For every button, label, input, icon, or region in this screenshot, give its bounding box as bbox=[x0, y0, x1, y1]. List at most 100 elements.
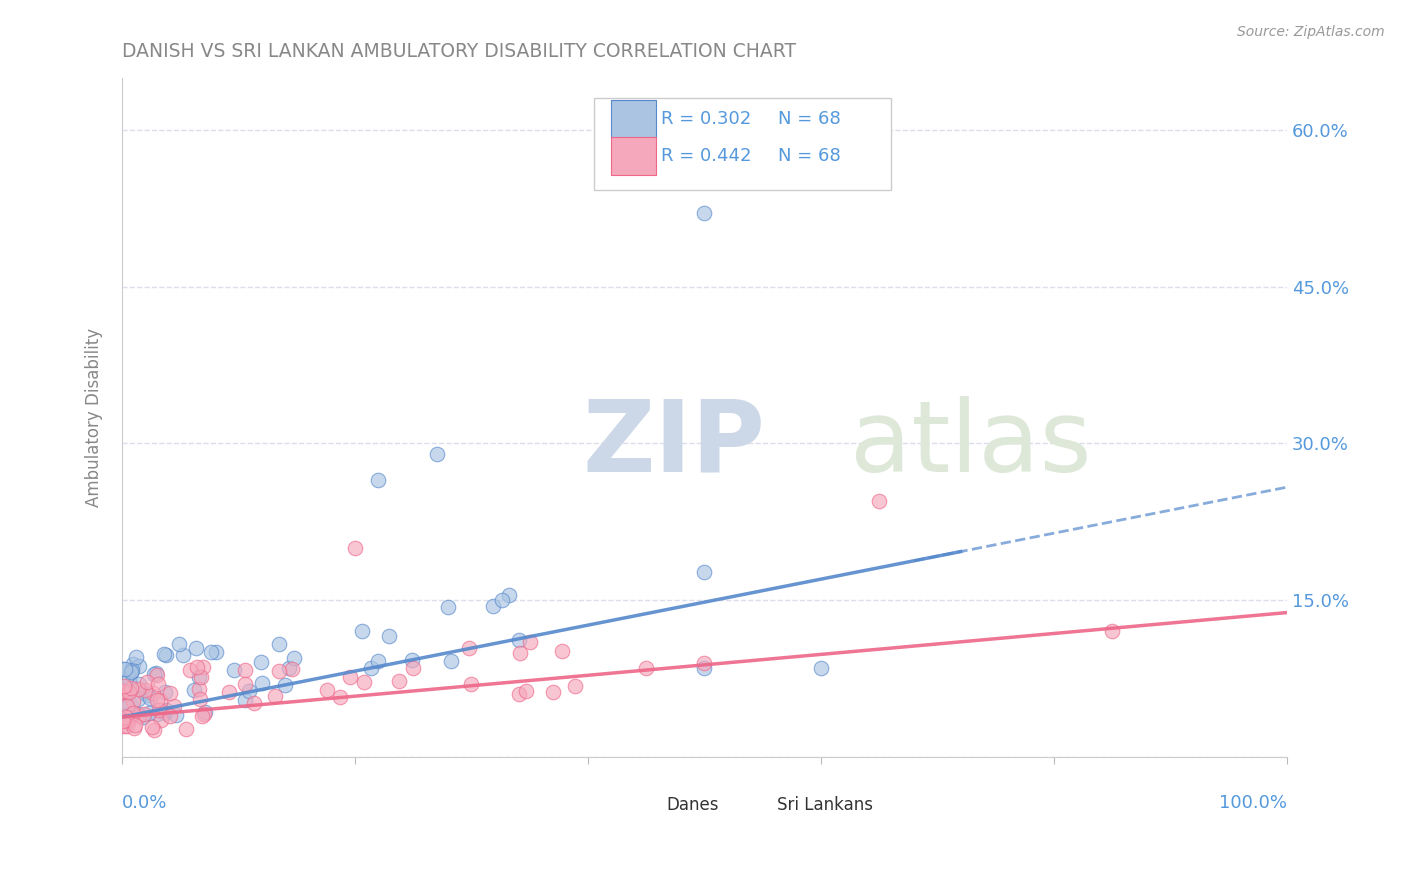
Point bbox=[551, 644, 574, 658]
Point bbox=[153, 685, 176, 699]
Point bbox=[401, 653, 423, 667]
FancyBboxPatch shape bbox=[612, 137, 655, 175]
Point bbox=[112, 714, 135, 729]
Point bbox=[165, 707, 187, 722]
Point bbox=[127, 707, 149, 722]
Point bbox=[188, 670, 211, 684]
Point bbox=[508, 633, 530, 648]
Point bbox=[508, 687, 530, 701]
Point bbox=[115, 719, 138, 733]
Point bbox=[437, 600, 460, 615]
Point bbox=[112, 679, 135, 693]
Point bbox=[329, 690, 352, 705]
Point bbox=[509, 646, 531, 660]
Point bbox=[148, 677, 170, 691]
Point bbox=[515, 684, 537, 698]
Text: Source: ZipAtlas.com: Source: ZipAtlas.com bbox=[1237, 25, 1385, 39]
Text: R = 0.442: R = 0.442 bbox=[661, 147, 752, 165]
Point bbox=[112, 719, 135, 733]
Point bbox=[498, 588, 520, 602]
Point bbox=[149, 713, 172, 727]
Point bbox=[233, 677, 256, 691]
Point bbox=[128, 709, 150, 723]
Point bbox=[233, 663, 256, 677]
Point bbox=[122, 693, 145, 707]
Point bbox=[117, 715, 139, 730]
Point bbox=[153, 647, 176, 661]
Point bbox=[200, 645, 222, 659]
Point bbox=[218, 685, 240, 699]
Point bbox=[184, 641, 207, 656]
Point bbox=[134, 707, 156, 722]
Point bbox=[564, 679, 586, 693]
Point bbox=[353, 675, 375, 690]
Point bbox=[693, 661, 716, 675]
Point bbox=[135, 674, 157, 689]
Point bbox=[122, 721, 145, 735]
Point bbox=[138, 706, 160, 721]
Text: N = 68: N = 68 bbox=[778, 110, 841, 128]
Point bbox=[127, 691, 149, 706]
Text: Sri Lankans: Sri Lankans bbox=[776, 796, 873, 814]
Point bbox=[118, 672, 141, 686]
Point bbox=[124, 717, 146, 731]
Point bbox=[204, 645, 226, 659]
Point bbox=[159, 686, 181, 700]
Point bbox=[145, 692, 167, 706]
Point bbox=[263, 689, 285, 703]
Point bbox=[186, 659, 208, 673]
Point bbox=[191, 709, 214, 723]
Point bbox=[868, 493, 890, 508]
Point bbox=[125, 649, 148, 664]
Point bbox=[128, 677, 150, 691]
FancyBboxPatch shape bbox=[612, 101, 655, 138]
Point bbox=[132, 710, 155, 724]
Point bbox=[188, 682, 211, 697]
Point bbox=[281, 662, 304, 676]
Point bbox=[118, 697, 141, 711]
FancyBboxPatch shape bbox=[593, 98, 891, 190]
Point bbox=[425, 447, 447, 461]
Point bbox=[128, 659, 150, 673]
Point bbox=[118, 677, 141, 691]
Point bbox=[491, 593, 513, 607]
Point bbox=[460, 676, 482, 690]
Point bbox=[360, 661, 382, 675]
Point bbox=[1101, 624, 1123, 639]
Point bbox=[155, 648, 177, 663]
Point bbox=[402, 661, 425, 675]
Point bbox=[120, 665, 142, 680]
Point bbox=[114, 707, 136, 722]
Point bbox=[440, 653, 463, 667]
Point bbox=[222, 663, 245, 677]
Point bbox=[134, 683, 156, 698]
Point bbox=[519, 635, 541, 649]
Point bbox=[249, 655, 271, 669]
Point bbox=[112, 695, 135, 709]
Point bbox=[145, 707, 167, 722]
Point bbox=[148, 703, 170, 717]
Point bbox=[636, 661, 658, 675]
Point bbox=[367, 473, 389, 487]
Point bbox=[350, 624, 373, 639]
Point bbox=[121, 664, 143, 678]
Point bbox=[693, 656, 716, 670]
Point bbox=[243, 696, 266, 710]
Point bbox=[163, 698, 186, 713]
Point bbox=[112, 684, 135, 698]
Text: atlas: atlas bbox=[851, 396, 1091, 493]
Point bbox=[120, 665, 142, 679]
Point bbox=[278, 661, 301, 675]
Point bbox=[115, 699, 138, 714]
Point bbox=[145, 666, 167, 681]
Y-axis label: Ambulatory Disability: Ambulatory Disability bbox=[86, 327, 103, 507]
Point bbox=[693, 206, 716, 220]
Text: ZIP: ZIP bbox=[582, 396, 765, 493]
Point bbox=[693, 566, 716, 580]
Point bbox=[153, 706, 176, 720]
Point bbox=[810, 661, 832, 675]
Point bbox=[141, 720, 163, 734]
Point bbox=[190, 670, 212, 684]
Point bbox=[142, 686, 165, 700]
Point bbox=[115, 713, 138, 727]
